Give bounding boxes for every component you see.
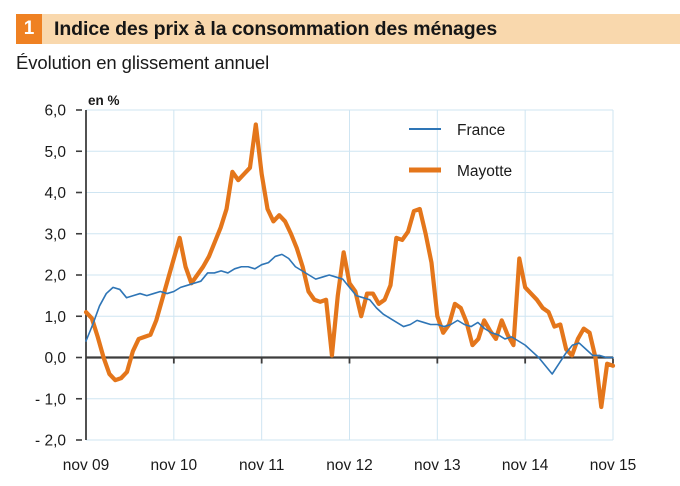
- y-tick-label: - 2,0: [35, 433, 66, 450]
- x-tick-label: nov 13: [414, 457, 461, 474]
- chart-subtitle: Évolution en glissement annuel: [16, 52, 270, 73]
- x-tick-label: nov 10: [151, 457, 198, 474]
- x-tick-label: nov 14: [502, 457, 549, 474]
- y-tick-label: 1,0: [44, 309, 66, 326]
- x-tick-label: nov 15: [590, 457, 637, 474]
- x-tick-label: nov 11: [239, 457, 284, 474]
- y-tick-labels: 6,0 5,0 4,0 3,0 2,0 1,0 0,0 - 1,0 - 2,0: [35, 103, 82, 450]
- y-tick-label: 2,0: [44, 268, 66, 285]
- y-tick-label: 6,0: [44, 103, 66, 120]
- y-tick-label: 3,0: [44, 226, 66, 243]
- y-tick-label: 4,0: [44, 185, 66, 202]
- y-tick-label: 5,0: [44, 144, 66, 161]
- series-line-mayotte: [83, 122, 616, 410]
- x-tick-label: nov 09: [63, 457, 110, 474]
- legend-label-france: France: [457, 122, 505, 139]
- zero-axis-line: [86, 356, 614, 364]
- chart-title-band: 1 Indice des prix à la consommation des …: [16, 14, 680, 44]
- y-tick-label: 0,0: [44, 350, 66, 367]
- unit-label: en %: [88, 93, 120, 108]
- legend-label-mayotte: Mayotte: [457, 163, 512, 180]
- chart-legend: France Mayotte: [409, 122, 512, 180]
- x-tick-labels: nov 09 nov 10 nov 11 nov 12 nov 13 nov 14 nov …: [63, 457, 637, 474]
- page-title: Indice des prix à la consommation des mé…: [54, 17, 498, 40]
- series-line-france: [85, 253, 614, 375]
- line-chart: 6,05,04,03,02,01,00,0- 1,0- 2,0 nov 09 no…: [35, 93, 637, 474]
- figure-number-badge: 1: [16, 14, 42, 44]
- chart-plot-area: 6,0 5,0 4,0 3,0 2,0 1,0 0,0- 1,0- 2,0 nov 09 no…: [0, 80, 680, 486]
- y-tick-label: - 1,0: [35, 391, 66, 408]
- data-series-group: [83, 122, 616, 410]
- x-tick-label: nov 12: [326, 457, 373, 474]
